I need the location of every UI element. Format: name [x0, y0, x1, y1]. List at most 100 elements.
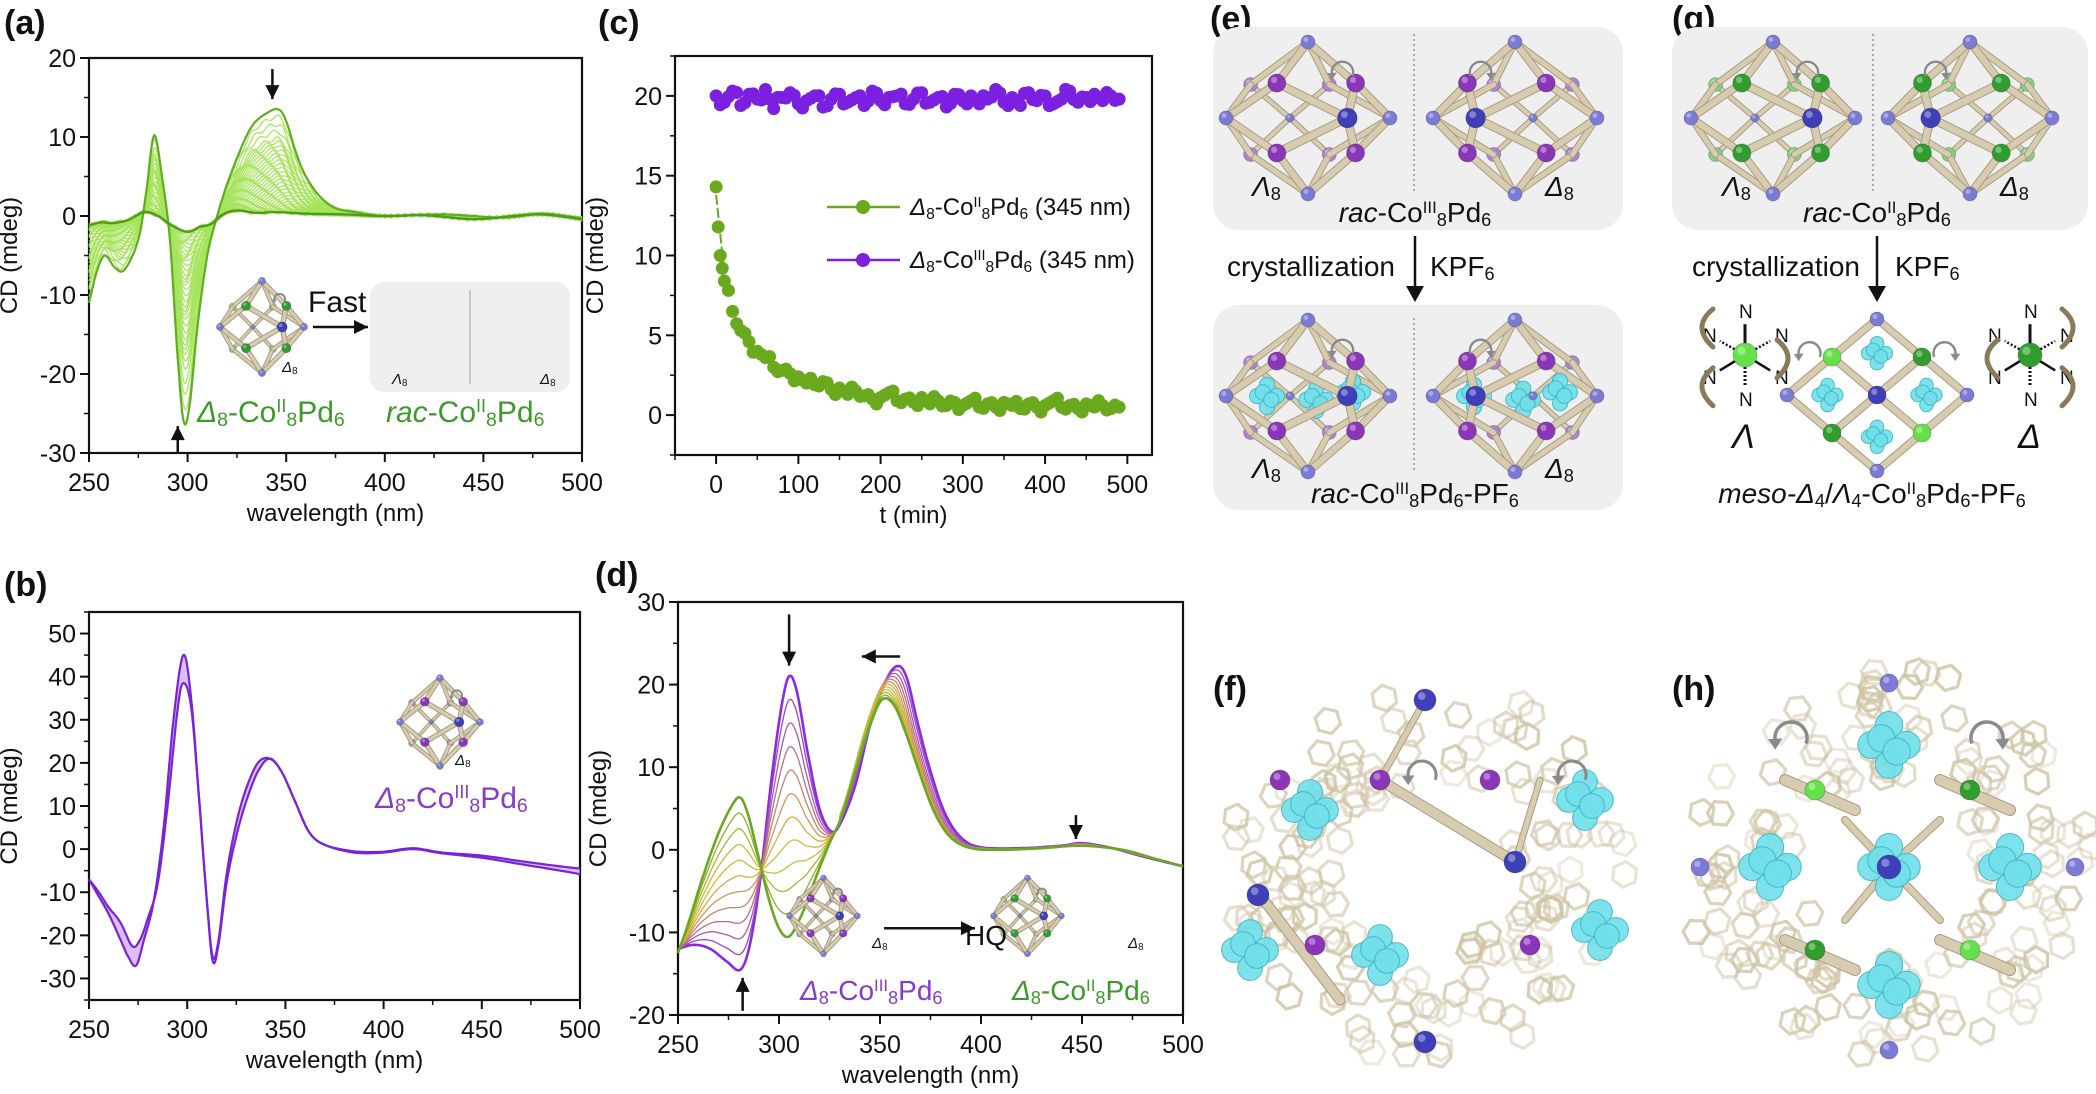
strut: [1543, 79, 1601, 122]
pd-atom-back-highlight: [429, 720, 432, 722]
co-atom-highlight: [421, 739, 426, 743]
co-atom-highlight: [1826, 350, 1833, 357]
co-atom-highlight: [1273, 773, 1281, 780]
strut: [822, 876, 845, 900]
x-tick-label: 0: [709, 471, 723, 499]
pd-atom-highlight: [1510, 315, 1516, 320]
spectrum-line: [677, 669, 1184, 956]
panel-label-c: (c): [598, 4, 640, 42]
pd-atom-highlight: [397, 719, 401, 722]
data-point: [730, 86, 744, 100]
pd-atom-highlight: [1221, 113, 1227, 118]
phenyl-ring: [1730, 911, 1760, 940]
pd-atom-back-highlight: [1985, 115, 1989, 119]
phenyl-ring: [1702, 907, 1732, 936]
pd-atom-front-highlight: [1805, 111, 1813, 118]
y-tick-label: 10: [637, 754, 665, 782]
data-point: [832, 87, 846, 101]
chart-b: 250 300 350 400 450 500 -30 -20 -10 0 10 20 30 40 50 wa…: [0, 610, 601, 1074]
cage-icon: [1683, 34, 1863, 202]
x-tick-label: 400: [364, 469, 406, 497]
ligand-crescent: [1774, 337, 1791, 381]
y-tick-label: 20: [637, 672, 665, 700]
phenyl-ring: [1509, 900, 1540, 928]
phenyl-ring: [1970, 806, 2001, 833]
phenyl-ring: [1273, 854, 1303, 883]
strut: [1998, 79, 2056, 122]
delta8-label: Δ8: [1544, 171, 1574, 204]
phenyl-ring: [2039, 816, 2067, 846]
cage-icon: [1218, 312, 1398, 480]
phenyl-ring: [1504, 760, 1533, 790]
phenyl-ring: [1705, 800, 1736, 827]
delta8-coII-label: Δ8-CoII8Pd6: [1011, 975, 1150, 1008]
plot-frame: [676, 600, 1185, 1017]
pd-atom-highlight: [1962, 390, 1968, 395]
data-point: [715, 261, 729, 275]
pd-atom-back: [250, 324, 256, 330]
pd-atom: [2065, 857, 2085, 877]
strut: [1919, 149, 1974, 198]
strut: [1738, 79, 1816, 122]
strut: [438, 740, 465, 768]
co-atom: [839, 894, 848, 903]
phenyl-ring: [1325, 825, 1354, 856]
co-atom-highlight: [1461, 424, 1468, 431]
rotation-arrow-head-icon: [1995, 738, 2010, 750]
cage-icon: [1218, 34, 1398, 202]
phenyl-ring: [1758, 758, 1788, 787]
co-atom-highlight: [1044, 930, 1048, 934]
pd-atom-front: [1920, 107, 1941, 129]
strut: [231, 326, 254, 351]
rotation-arrow-head-icon: [1401, 775, 1415, 786]
pd-atom: [1382, 110, 1398, 126]
data-point: [1112, 92, 1126, 106]
strut: [1248, 116, 1292, 157]
ligand-crescent: [1699, 365, 1716, 409]
phenyl-ring: [1529, 819, 1559, 848]
strut: [1986, 116, 2030, 157]
x-tick-label: 350: [265, 469, 307, 497]
pd-atom: [1507, 34, 1523, 50]
data-point: [861, 94, 875, 108]
pd-atom-back-highlight: [814, 914, 817, 916]
phenyl-ring: [1714, 952, 1744, 979]
pd-atom: [1246, 883, 1270, 907]
pd-atom: [786, 912, 793, 920]
pd-atom-front: [1337, 385, 1358, 407]
pd-atom-front: [1802, 107, 1823, 129]
co-atom-highlight: [1540, 146, 1547, 153]
pf6-atom: [1579, 793, 1605, 819]
pd-atom-highlight: [991, 913, 994, 916]
y-tick-label: -20: [629, 1002, 665, 1030]
phenyl-ring: [1912, 659, 1942, 688]
co-atom: [2017, 342, 2043, 368]
strut: [1222, 79, 1280, 122]
pd-atom-back-highlight: [1287, 393, 1291, 396]
spectrum-line: [677, 664, 1184, 972]
data-point: [713, 249, 727, 262]
pd-atom-front-highlight: [1340, 111, 1348, 118]
pd-atom-back-highlight: [251, 325, 253, 328]
rotation-arrow-icon: [1795, 60, 1820, 77]
pd-atom: [1683, 110, 1699, 126]
strut: [1998, 114, 2056, 157]
co-atom: [1991, 143, 2011, 163]
rotation-arrow-icon: [1556, 759, 1588, 781]
pd-atom-center-highlight: [1871, 388, 1878, 395]
pf6-atom: [1882, 737, 1911, 766]
ligand-crescent: [2059, 365, 2076, 409]
strut: [244, 304, 284, 329]
co-atom-highlight: [1737, 346, 1746, 355]
arrow-head-icon: [1868, 286, 1886, 302]
strut: [1738, 114, 1816, 157]
co-atom-highlight: [1012, 930, 1015, 934]
x-tick-label: 250: [657, 1031, 699, 1059]
co-atom-highlight: [1523, 938, 1531, 945]
pd-atom-highlight: [301, 324, 305, 327]
y-tick-label: -20: [40, 361, 76, 389]
strut: [1273, 114, 1351, 157]
phenyl-ring: [2026, 803, 2055, 832]
pd-atom-center: [1876, 854, 1902, 880]
pd-atom: [1507, 464, 1523, 480]
